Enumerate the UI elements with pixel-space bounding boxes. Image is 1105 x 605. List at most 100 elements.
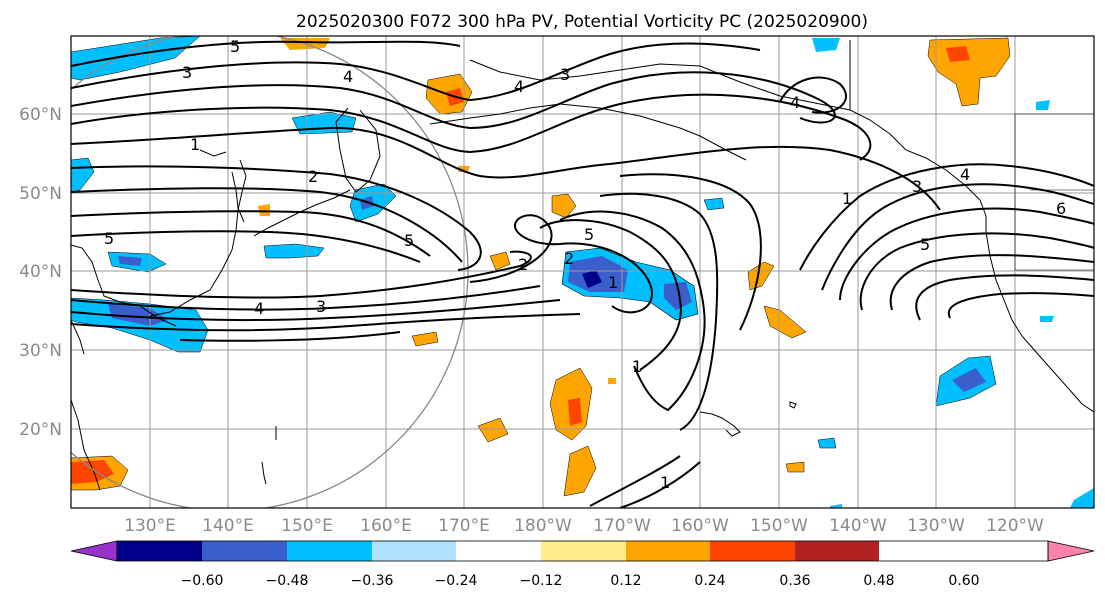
colorbar-segment xyxy=(626,541,710,561)
anomaly-negative xyxy=(812,38,840,52)
colorbar-segment xyxy=(287,541,372,561)
colorbar-tick-label: 0.12 xyxy=(610,573,641,589)
anomaly-negative-strong xyxy=(118,256,142,266)
contour-line xyxy=(71,93,872,161)
contour-line xyxy=(619,173,762,331)
contour-line xyxy=(799,163,1094,271)
lat-label: 20°N xyxy=(19,420,62,440)
colorbar-segment xyxy=(202,541,287,561)
contour-line xyxy=(71,313,581,332)
anomaly-negative xyxy=(1040,316,1054,322)
contour-label: 4 xyxy=(790,93,800,112)
lat-label: 30°N xyxy=(19,341,62,361)
coastline-japan xyxy=(149,149,247,317)
colorbar-tick-label: 0.48 xyxy=(863,573,894,589)
lon-label: 130°W xyxy=(907,516,965,536)
contour-label: 2 xyxy=(308,167,318,186)
contour-line xyxy=(559,210,706,412)
lon-label: 130°E xyxy=(124,516,176,536)
anomaly-negative xyxy=(1070,488,1094,508)
contour-line xyxy=(589,455,701,508)
anomaly-positive xyxy=(411,331,439,347)
lat-label: 60°N xyxy=(19,105,62,125)
contour-line xyxy=(821,183,1094,291)
coastline-kamchatka xyxy=(335,107,381,193)
contour-label: 1 xyxy=(842,189,852,208)
contour-line xyxy=(469,214,653,314)
anomaly-negative-strong xyxy=(952,368,986,392)
anomaly-positive xyxy=(563,445,597,497)
map-panel: 5 3 4 4 1 2 2 5 5 4 3 2 5 1 1 3 4 5 6 4 xyxy=(70,35,1095,509)
anomaly-negative xyxy=(1036,100,1050,110)
contour-label: 5 xyxy=(920,235,930,254)
contour-line xyxy=(915,274,1094,321)
contour-labels: 5 3 4 4 1 2 2 5 5 4 3 2 5 1 1 3 4 5 6 4 xyxy=(104,37,1066,492)
contour-line xyxy=(71,126,941,211)
colorbar-segment xyxy=(541,541,626,561)
lon-label: 170°E xyxy=(438,516,490,536)
coastline-pacific-islands xyxy=(261,401,797,485)
lon-label: 170°W xyxy=(593,516,651,536)
contour-line xyxy=(71,250,532,299)
longitude-labels: 130°E 140°E 150°E 160°E 170°E 180°W 170°… xyxy=(124,516,1044,536)
colorbar-extend-high xyxy=(1047,540,1095,562)
contour-label: 1 xyxy=(660,473,670,492)
coastline-east-asia xyxy=(71,244,177,491)
contour-label: 5 xyxy=(104,229,114,248)
coastline-hawaii xyxy=(699,411,741,437)
lon-label: 140°E xyxy=(202,516,254,536)
coastline-north-america-west xyxy=(985,231,1094,413)
contour-line xyxy=(71,187,463,263)
contour-line xyxy=(839,207,1094,301)
anomaly-positive xyxy=(258,204,270,216)
anomaly-negative-strong xyxy=(664,282,692,310)
anomaly-positive xyxy=(551,193,577,219)
contour-label: 1 xyxy=(190,135,200,154)
contour-line xyxy=(179,331,401,342)
contour-label: 3 xyxy=(182,63,192,82)
colorbar-segment xyxy=(710,541,795,561)
anomaly-negative xyxy=(703,197,725,211)
anomaly-negative xyxy=(71,36,201,81)
coastlines xyxy=(71,40,1094,491)
contour-label: 1 xyxy=(608,273,618,292)
contour-line xyxy=(71,40,461,67)
figure-title: 2025020300 F072 300 hPa PV, Potential Vo… xyxy=(296,12,868,32)
contour-label: 6 xyxy=(1056,199,1066,218)
contour-label: 3 xyxy=(912,177,922,196)
contour-line xyxy=(859,232,1094,311)
colorbar-tick-label: −0.12 xyxy=(520,573,563,589)
anomaly-positive-strong xyxy=(568,398,582,426)
pv-contours xyxy=(71,40,1094,508)
contour-line xyxy=(599,192,719,431)
contour-line xyxy=(71,230,421,263)
contour-label: 5 xyxy=(404,231,414,250)
anomaly-negative xyxy=(817,437,837,449)
contour-label: 5 xyxy=(584,225,594,244)
anomaly-positive xyxy=(489,251,511,271)
colorbar-tick-label: 0.24 xyxy=(694,573,725,589)
colorbar-tick-label: −0.48 xyxy=(266,573,309,589)
lon-label: 140°W xyxy=(829,516,887,536)
colorbar-tick-label: −0.60 xyxy=(181,573,224,589)
colorbar-extend-low xyxy=(70,540,118,562)
contour-label: 2 xyxy=(564,249,574,268)
contour-line xyxy=(71,299,561,321)
latitude-labels: 60°N 50°N 40°N 30°N 20°N xyxy=(19,105,62,440)
contour-line xyxy=(947,292,1094,319)
contour-label: 4 xyxy=(514,77,524,96)
contour-label: 3 xyxy=(316,297,326,316)
anomaly-positive-strong xyxy=(946,46,970,62)
anomaly-negative xyxy=(263,243,325,259)
contour-label: 4 xyxy=(254,299,264,318)
colorbar-segment xyxy=(795,541,879,561)
contour-line xyxy=(539,219,682,371)
colorbar: −0.60 −0.48 −0.36 −0.24 −0.12 0.12 0.24 … xyxy=(70,540,1095,589)
anomaly-negative xyxy=(71,297,209,353)
colorbar-tick-label: −0.24 xyxy=(435,573,478,589)
contour-line xyxy=(71,42,761,102)
anomaly-positive-strong xyxy=(71,460,114,484)
colorbar-segment xyxy=(372,541,456,561)
